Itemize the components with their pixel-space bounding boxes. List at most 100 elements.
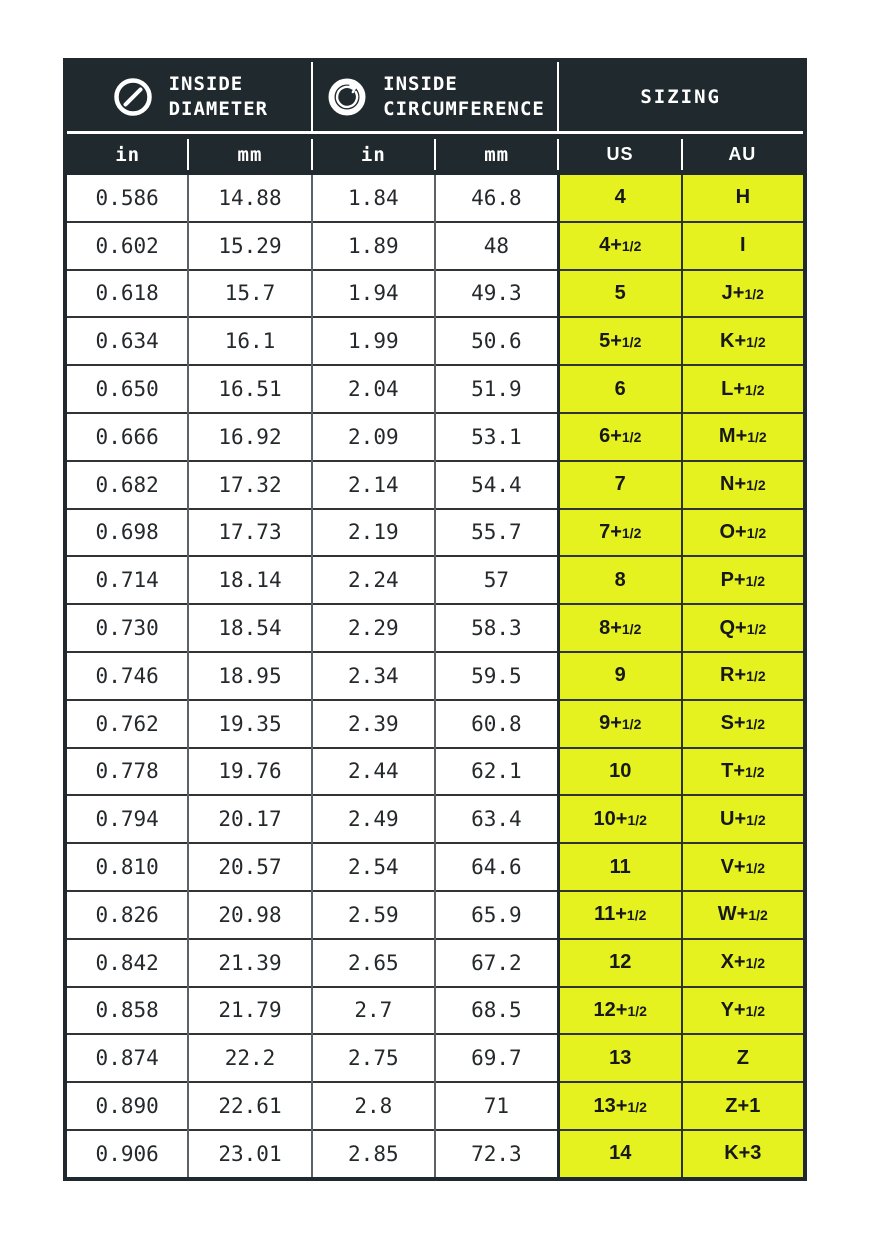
table-cell: 49.3: [433, 268, 559, 318]
table-cell: N+1/2: [680, 459, 805, 509]
table-cell: 17.73: [187, 507, 312, 557]
table-cell: 5: [556, 268, 682, 318]
table-cell: Q+1/2: [680, 603, 805, 652]
table-cell: W+1/2: [680, 889, 805, 939]
table-cell: 1.89: [310, 220, 435, 270]
table-cell: 11+1/2: [556, 889, 682, 939]
table-cell: 0.698: [65, 507, 189, 557]
table-cell: 2.29: [310, 603, 435, 652]
table-cell: 60.8: [433, 698, 559, 748]
table-cell: 2.59: [310, 889, 435, 939]
table-row: 0.682 17.32 2.14 54.4 7 N+1/2: [65, 459, 805, 509]
table-cell: 58.3: [433, 603, 559, 652]
half-size-fraction: 1/2: [621, 620, 642, 637]
table-cell: 22.2: [187, 1033, 312, 1083]
table-row: 0.762 19.35 2.39 60.8 9+1/2 S+1/2: [65, 698, 805, 748]
table-cell: 0.778: [65, 746, 189, 796]
table-cell: 65.9: [433, 889, 559, 939]
half-size-fraction: 1/2: [745, 763, 765, 780]
table-cell: I: [680, 220, 805, 270]
table-row: 0.890 22.61 2.8 71 13+1/2 Z+1: [65, 1081, 805, 1130]
table-cell: 0.826: [65, 889, 189, 939]
table-cell: 71: [433, 1081, 559, 1130]
column-header-circumference-in: in: [310, 132, 435, 175]
half-size-fraction: 1/2: [745, 381, 765, 398]
table-cell: 62.1: [433, 746, 559, 796]
half-size-fraction: 1/2: [621, 238, 642, 255]
table-cell: V+1/2: [680, 842, 805, 891]
table-cell: T+1/2: [680, 746, 805, 796]
column-header-au: AU: [680, 132, 805, 175]
table-cell: 69.7: [433, 1033, 559, 1083]
table-cell: 46.8: [433, 175, 559, 222]
table-cell: 14: [556, 1128, 682, 1179]
sizing-table: INSIDE DIAMETER: [63, 58, 807, 1181]
table-row: 0.858 21.79 2.7 68.5 12+1/2 Y+1/2: [65, 985, 805, 1035]
table-cell: 0.746: [65, 650, 189, 700]
table-cell: H: [680, 175, 805, 222]
table-cell: 2.09: [310, 411, 435, 461]
table-cell: U+1/2: [680, 794, 805, 844]
table-cell: 18.54: [187, 603, 312, 652]
table-cell: 2.8: [310, 1081, 435, 1130]
table-cell: 68.5: [433, 985, 559, 1035]
table-cell: 0.634: [65, 316, 189, 366]
table-cell: 0.586: [65, 175, 189, 222]
table-row: 0.666 16.92 2.09 53.1 6+1/2 M+1/2: [65, 411, 805, 461]
header-line: INSIDE: [383, 72, 458, 95]
header-line: INSIDE: [168, 72, 244, 95]
header-group-label: INSIDE CIRCUMFERENCE: [383, 72, 545, 121]
table-cell: R+1/2: [680, 650, 805, 700]
table-cell: Z+1: [680, 1081, 805, 1130]
table-cell: 11: [556, 842, 682, 891]
table-cell: L+1/2: [680, 364, 805, 413]
table-row: 0.698 17.73 2.19 55.7 7+1/2 O+1/2: [65, 507, 805, 557]
table-cell: 0.714: [65, 555, 189, 605]
table-cell: 0.682: [65, 459, 189, 509]
table-cell: 16.51: [187, 364, 312, 413]
table-cell: 12: [556, 937, 682, 987]
table-cell: 0.762: [65, 698, 189, 748]
table-cell: 2.04: [310, 364, 435, 413]
table-cell: Y+1/2: [680, 985, 805, 1035]
header-sizing-label: SIZING: [640, 85, 721, 108]
table-cell: 9+1/2: [556, 698, 682, 748]
half-size-fraction: 1/2: [626, 907, 647, 924]
table-cell: 2.39: [310, 698, 435, 748]
table-cell: 1.94: [310, 268, 435, 318]
half-size-fraction: 1/2: [627, 1002, 647, 1019]
half-size-fraction: 1/2: [748, 907, 768, 924]
table-cell: 23.01: [187, 1128, 312, 1179]
table-row: 0.714 18.14 2.24 57 8 P+1/2: [65, 555, 805, 605]
table-cell: 9: [556, 650, 682, 700]
diameter-icon: [111, 75, 155, 119]
table-cell: 14.88: [187, 175, 312, 222]
table-cell: 7: [556, 459, 682, 509]
table-cell: 20.17: [187, 794, 312, 844]
table-cell: K+1/2: [680, 316, 805, 366]
table-cell: 8: [556, 555, 682, 605]
table-cell: K+3: [680, 1128, 805, 1179]
table-row: 0.842 21.39 2.65 67.2 12 X+1/2: [65, 937, 805, 987]
table-body: 0.586 14.88 1.84 46.8 4 H 0.602 15.29 1.89 48 4+1/…: [65, 175, 805, 1179]
half-size-fraction: 1/2: [621, 524, 642, 541]
half-size-fraction: 1/2: [745, 572, 766, 589]
column-header-circumference-mm: mm: [433, 132, 559, 175]
table-cell: 18.14: [187, 555, 312, 605]
table-cell: 19.76: [187, 746, 312, 796]
table-header: INSIDE DIAMETER: [65, 60, 805, 175]
table-cell: Z: [680, 1033, 805, 1083]
half-size-fraction: 1/2: [744, 285, 764, 302]
table-cell: 2.75: [310, 1033, 435, 1083]
table-cell: 54.4: [433, 459, 559, 509]
table-cell: 63.4: [433, 794, 559, 844]
table-cell: 0.810: [65, 842, 189, 891]
table-cell: 15.29: [187, 220, 312, 270]
half-size-fraction: 1/2: [746, 811, 766, 828]
table-cell: 5+1/2: [556, 316, 682, 366]
column-header-diameter-mm: mm: [187, 132, 312, 175]
table-cell: 2.44: [310, 746, 435, 796]
table-cell: 20.57: [187, 842, 312, 891]
half-size-fraction: 1/2: [746, 524, 767, 541]
table-cell: 10+1/2: [556, 794, 682, 844]
